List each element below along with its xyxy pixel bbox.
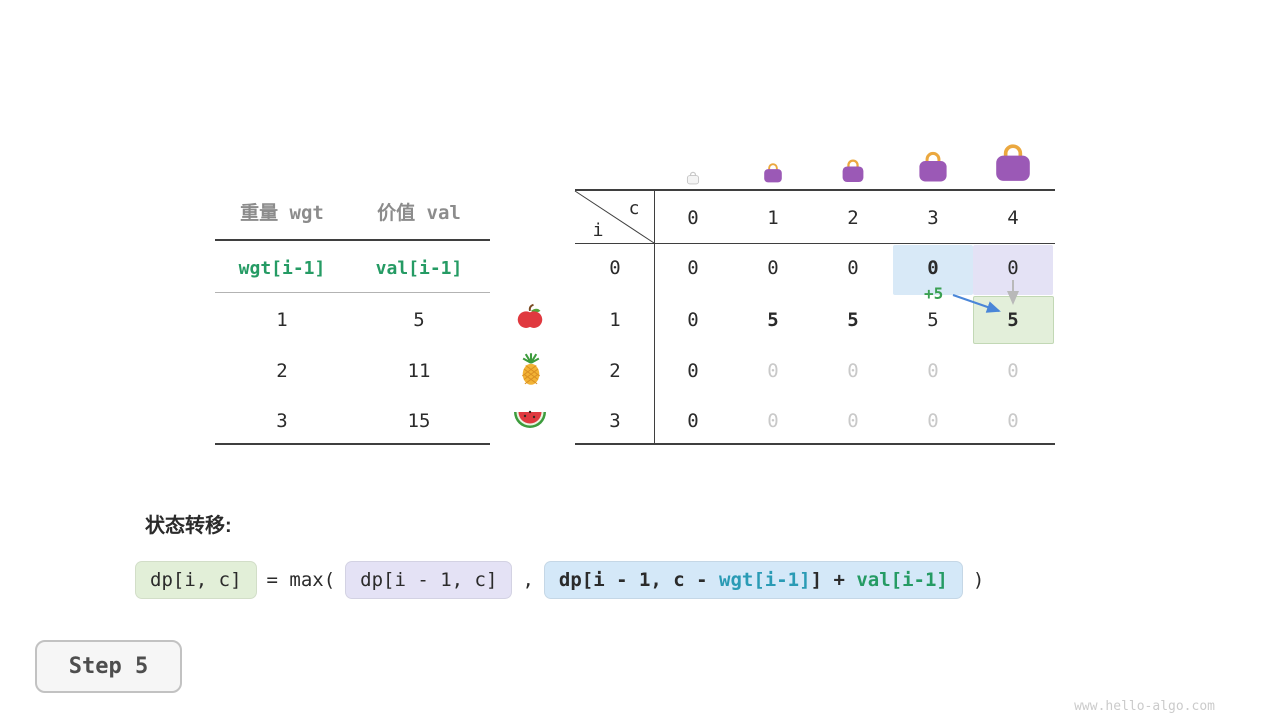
dp-row-label: 3: [609, 410, 621, 432]
plus-five-annotation: +5: [924, 284, 944, 303]
dp-table-vertical-rule: [654, 189, 655, 445]
dp-cell: 0: [687, 360, 699, 382]
dp-row-label: 1: [609, 309, 621, 331]
dp-row-label: 0: [609, 257, 621, 279]
apple-icon: [516, 303, 544, 335]
watermelon-icon: [512, 406, 548, 438]
weight-table-header-rule: [215, 239, 490, 241]
bag-icon: [840, 158, 866, 188]
dp-cell-unfilled: 0: [847, 410, 859, 432]
dp-cell-unfilled: 0: [927, 410, 939, 432]
dp-cell-unfilled: 0: [927, 360, 939, 382]
dp-col-header: 4: [1007, 207, 1019, 229]
value-cell: 15: [407, 410, 431, 432]
dp-cell-unfilled: 0: [767, 410, 779, 432]
formula-lhs-box: dp[i, c]: [135, 561, 257, 599]
transition-formula: dp[i, c] = max( dp[i - 1, c] , dp[i - 1,…: [135, 561, 984, 599]
weight-cell: 2: [276, 360, 288, 382]
dp-cell: 0: [687, 410, 699, 432]
highlight-cell-dp-0-3: [893, 245, 973, 295]
dp-col-header: 3: [927, 207, 939, 229]
dp-row-label: 2: [609, 360, 621, 382]
dp-col-header: 2: [847, 207, 859, 229]
formula-comma: ,: [522, 569, 534, 591]
transition-title: 状态转移:: [145, 514, 232, 537]
bag-icon: [992, 142, 1034, 188]
step-button[interactable]: Step 5: [35, 640, 182, 693]
formula-close-paren: ): [972, 569, 985, 591]
formula-option2-box: dp[i - 1, c - wgt[i-1]] + val[i-1]: [543, 561, 963, 599]
value-formula-cell: val[i-1]: [375, 257, 463, 279]
dp-table-top-rule: [575, 189, 1055, 191]
dp-cell-unfilled: 0: [1007, 360, 1019, 382]
weight-formula-cell: wgt[i-1]: [238, 257, 326, 279]
pineapple-icon: [517, 352, 545, 390]
bag-icon: [686, 170, 700, 189]
dp-col-header: 1: [767, 207, 779, 229]
value-cell: 11: [407, 360, 431, 382]
dp-cell: 5: [767, 309, 779, 331]
weight-cell: 3: [276, 410, 288, 432]
dp-table-bottom-rule: [575, 443, 1055, 445]
dp-table-header-rule: [575, 243, 1055, 244]
dp-cell-unfilled: 0: [767, 360, 779, 382]
bag-icon: [762, 162, 784, 188]
dp-cell: 0: [767, 257, 779, 279]
formula-option1-box: dp[i - 1, c]: [345, 561, 513, 599]
dp-cell-referenced: 0: [1007, 257, 1019, 279]
dp-col-header: 0: [687, 207, 699, 229]
dp-cell: 5: [927, 309, 939, 331]
dp-corner-row-label: i: [592, 219, 604, 241]
weight-table-bottom-rule: [215, 443, 490, 445]
dp-cell-unfilled: 0: [847, 360, 859, 382]
dp-corner-col-label: c: [628, 197, 640, 219]
weight-table-header-wgt: 重量 wgt: [240, 201, 324, 224]
formula-wgt-term: wgt[i-1]: [719, 569, 811, 591]
dp-cell-unfilled: 0: [1007, 410, 1019, 432]
dp-cell: 0: [847, 257, 859, 279]
watermark: www.hello-algo.com: [1074, 699, 1215, 714]
dp-cell: 0: [687, 257, 699, 279]
formula-val-term: val[i-1]: [856, 569, 948, 591]
dp-cell-referenced: 0: [927, 257, 939, 279]
value-cell: 5: [413, 309, 425, 331]
dp-cell: 0: [687, 309, 699, 331]
dp-cell-current: 5: [1007, 309, 1019, 331]
dp-cell: 5: [847, 309, 859, 331]
formula-option2-part: dp[i - 1, c -: [558, 569, 720, 591]
weight-table-mid-rule: [215, 292, 490, 293]
weight-table-header-val: 价值 val: [377, 201, 461, 224]
formula-operator: = max(: [266, 569, 336, 591]
weight-cell: 1: [276, 309, 288, 331]
formula-option2-part: ] +: [810, 569, 857, 591]
bag-icon: [916, 150, 950, 188]
